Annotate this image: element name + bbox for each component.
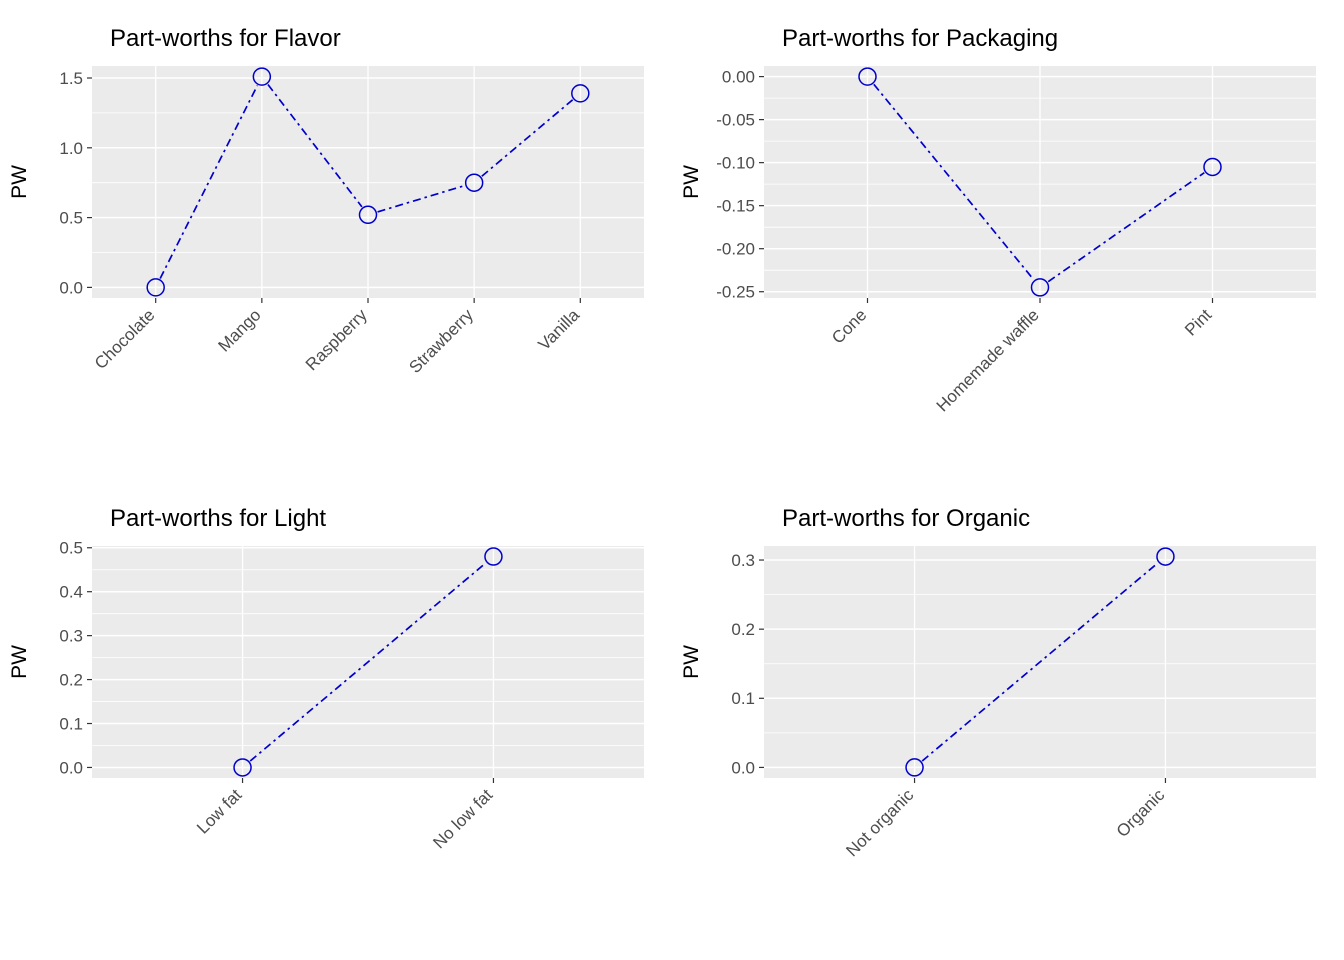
data-point bbox=[233, 758, 252, 777]
y-tick-label: -0.05 bbox=[716, 111, 755, 130]
x-tick-label: Homemade waffle bbox=[933, 305, 1043, 415]
y-tick-label: 0.3 bbox=[731, 551, 755, 570]
x-tick-label: Mango bbox=[214, 305, 264, 355]
y-tick-label: 0.5 bbox=[59, 209, 83, 228]
y-tick-label: 0.2 bbox=[731, 620, 755, 639]
y-tick-label: 0.1 bbox=[731, 689, 755, 708]
y-tick-label: -0.15 bbox=[716, 197, 755, 216]
chart-title: Part-worths for Light bbox=[110, 505, 326, 532]
y-tick-label: 0.4 bbox=[59, 583, 83, 602]
series-line-segment bbox=[249, 562, 487, 762]
x-tick-label: Organic bbox=[1113, 785, 1169, 841]
y-tick-label: 0.0 bbox=[59, 278, 83, 297]
y-tick-label: 0.00 bbox=[722, 68, 755, 87]
x-tick-label: Chocolate bbox=[91, 305, 159, 373]
y-tick-label: 0.2 bbox=[59, 671, 83, 690]
y-tick-label: -0.25 bbox=[716, 283, 755, 302]
x-tick-label: Pint bbox=[1181, 305, 1215, 339]
y-tick-label: 0.3 bbox=[59, 627, 83, 646]
x-tick-label: Cone bbox=[828, 305, 870, 347]
y-tick-label: 0.0 bbox=[59, 758, 83, 777]
series-line-segment bbox=[1047, 171, 1205, 283]
chart-light: 0.0 0.1 0.2 0.3 0.4 0.5 Low fat No low fat PW Par… bbox=[0, 480, 672, 960]
chart-light-svg: 0.0 0.1 0.2 0.3 0.4 0.5 Low fat No low fat PW Par… bbox=[8, 505, 644, 852]
data-point bbox=[1203, 157, 1222, 177]
series-line-segment bbox=[481, 99, 574, 177]
chart-flavor: 0.0 0.5 1.0 1.5 Chocolate Mango Raspberry Straw… bbox=[0, 0, 672, 480]
series-line-segment bbox=[267, 84, 363, 208]
series-line-segment bbox=[159, 85, 259, 279]
chart-packaging-svg: 0.00 -0.05 -0.10 -0.15 -0.20 -0.25 Cone Homemad… bbox=[680, 25, 1316, 415]
data-point bbox=[571, 84, 590, 103]
data-point bbox=[905, 758, 924, 777]
series-line-segment bbox=[873, 83, 1035, 281]
chart-title: Part-worths for Packaging bbox=[782, 25, 1058, 52]
x-tick-label: Low fat bbox=[193, 785, 245, 837]
y-axis-title: PW bbox=[8, 645, 31, 679]
y-axis-title: PW bbox=[680, 165, 703, 199]
chart-title: Part-worths for Flavor bbox=[110, 25, 341, 52]
data-point bbox=[464, 173, 484, 192]
y-axis-title: PW bbox=[8, 165, 31, 199]
chart-flavor-svg: 0.0 0.5 1.0 1.5 Chocolate Mango Raspberry Straw… bbox=[8, 25, 644, 377]
chart-title: Part-worths for Organic bbox=[782, 505, 1030, 532]
y-tick-label: 0.0 bbox=[731, 758, 755, 777]
chart-organic-svg: 0.0 0.1 0.2 0.3 Not organic Organic PW Part-wor… bbox=[680, 505, 1316, 860]
y-tick-label: -0.20 bbox=[716, 240, 755, 259]
chart-packaging: 0.00 -0.05 -0.10 -0.15 -0.20 -0.25 Cone Homemad… bbox=[672, 0, 1344, 480]
x-tick-label: Raspberry bbox=[302, 305, 371, 374]
series-line-segment bbox=[377, 184, 465, 213]
x-tick-label: No low fat bbox=[429, 785, 496, 852]
y-tick-label: 0.1 bbox=[59, 714, 83, 733]
data-point bbox=[1156, 547, 1175, 566]
data-point bbox=[1030, 278, 1050, 297]
y-tick-label: 1.5 bbox=[59, 69, 83, 88]
series-line-segment bbox=[921, 562, 1159, 762]
x-tick-label: Not organic bbox=[842, 785, 917, 860]
x-tick-label: Strawberry bbox=[405, 305, 477, 377]
y-tick-label: -0.10 bbox=[716, 154, 755, 173]
x-tick-label: Vanilla bbox=[535, 305, 584, 354]
y-tick-label: 0.5 bbox=[59, 539, 83, 558]
data-point bbox=[858, 67, 877, 86]
y-tick-label: 1.0 bbox=[59, 139, 83, 158]
chart-organic: 0.0 0.1 0.2 0.3 Not organic Organic PW Part-wor… bbox=[672, 480, 1344, 960]
data-point bbox=[146, 278, 165, 297]
data-point bbox=[484, 547, 503, 566]
data-point bbox=[252, 67, 272, 86]
data-point bbox=[358, 205, 378, 225]
y-axis-title: PW bbox=[680, 645, 703, 679]
